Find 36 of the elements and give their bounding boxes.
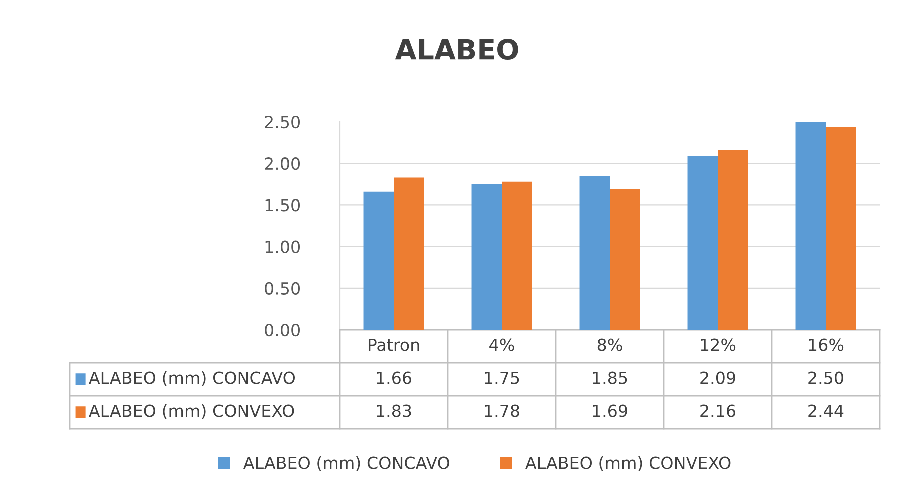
bar	[610, 189, 640, 330]
y-tick-label: 1.50	[266, 199, 300, 212]
bar	[688, 156, 718, 330]
data-label: 2.16	[700, 404, 736, 418]
x-tick-label: 12%	[701, 338, 736, 352]
legend-label: ALABEO (mm) CONVEXO	[89, 404, 294, 420]
data-label: 2.50	[808, 372, 844, 384]
data-label: 1.66	[377, 372, 412, 384]
text: ALABEO (mm) CONCAVO	[243, 456, 450, 472]
data-label: 1.75	[485, 372, 520, 384]
bar	[718, 150, 748, 330]
bar	[796, 122, 826, 330]
legend-label: ALABEO (mm) CONCAVO	[89, 371, 296, 386]
y-tick-label: 0.50	[265, 282, 300, 295]
x-tick-label: 8%	[598, 338, 622, 352]
bar	[472, 184, 502, 330]
y-tick-label: 0.00	[265, 324, 300, 337]
x-tick-label: 4%	[490, 338, 514, 352]
data-label: 2.09	[700, 372, 736, 384]
data-label: 2.44	[808, 404, 844, 418]
data-label: 1.78	[485, 404, 520, 418]
bar	[826, 126, 856, 330]
bar	[364, 192, 394, 330]
y-tick-label: 1.00	[266, 240, 300, 254]
y-tick-label: 2.00	[265, 158, 300, 170]
x-tick-label: Patron	[368, 338, 420, 352]
chart-title: ALABEO	[395, 39, 518, 60]
text: ALABEO (mm) CONVEXO	[526, 456, 731, 472]
y-tick-label: 2.50	[265, 116, 300, 129]
bar	[580, 176, 610, 330]
data-label: 1.85	[593, 372, 628, 384]
bar	[502, 182, 532, 330]
bar	[394, 178, 424, 330]
data-label: 1.83	[377, 404, 412, 418]
x-tick-label: 16%	[809, 338, 844, 352]
data-label: 1.69	[593, 404, 628, 418]
